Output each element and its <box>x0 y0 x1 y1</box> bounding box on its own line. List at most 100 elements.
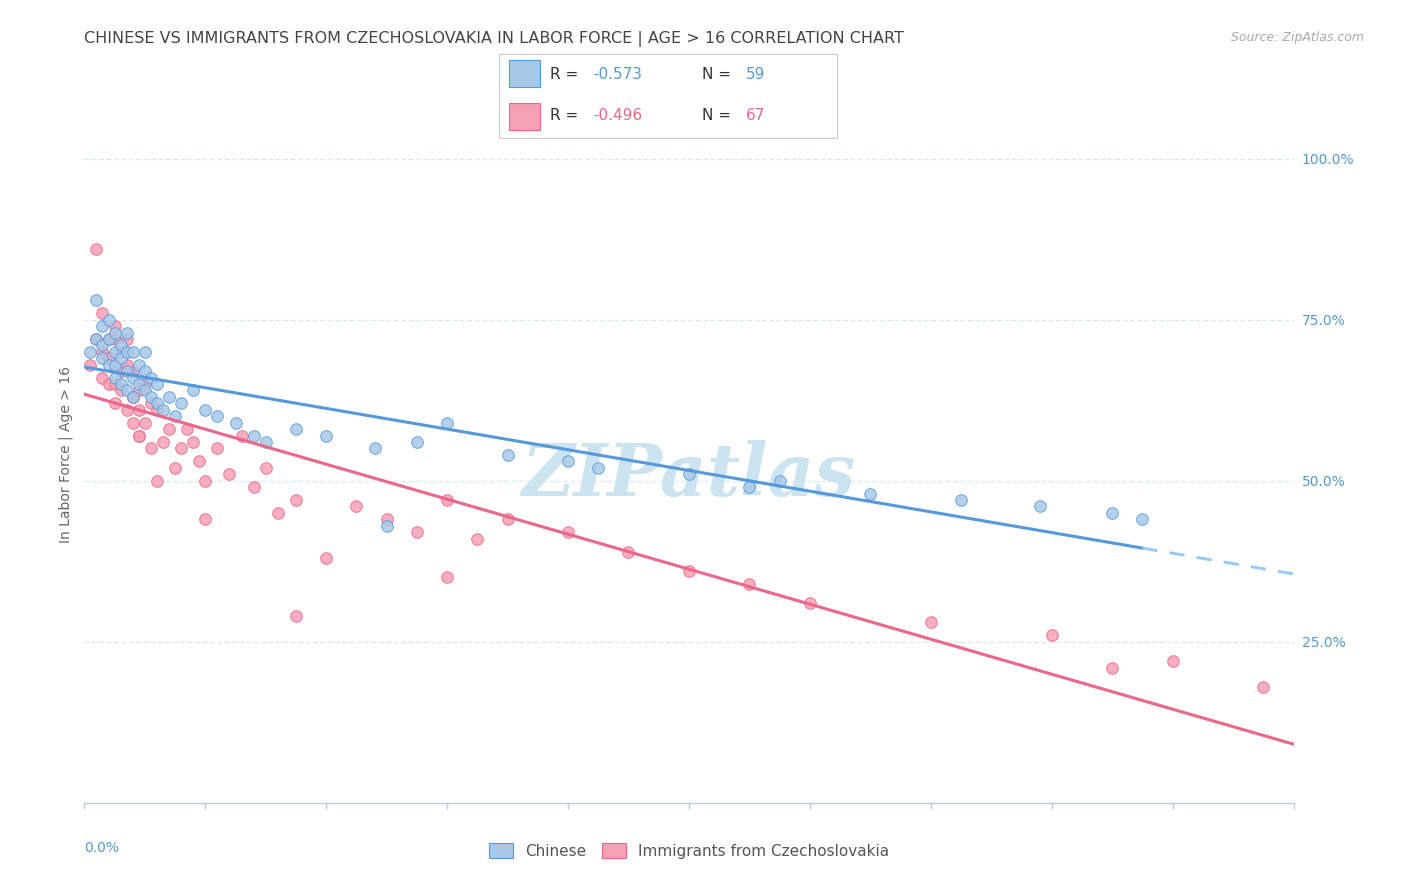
Point <box>207 409 229 424</box>
Point <box>104 326 127 340</box>
Point <box>86 332 108 346</box>
Point <box>170 396 193 410</box>
Point <box>165 460 187 475</box>
Point <box>128 358 150 372</box>
Point <box>146 474 169 488</box>
Point <box>104 344 127 359</box>
Point <box>194 474 217 488</box>
Text: Source: ZipAtlas.com: Source: ZipAtlas.com <box>1230 31 1364 45</box>
Point <box>1101 660 1123 674</box>
Point <box>134 344 156 359</box>
Point <box>254 435 277 450</box>
Point <box>139 442 162 456</box>
Point <box>104 377 127 392</box>
Point <box>315 551 337 566</box>
Point <box>91 306 114 320</box>
Point <box>121 390 143 404</box>
Point <box>678 564 700 578</box>
Point <box>104 332 127 346</box>
Point <box>91 351 114 366</box>
Point <box>1253 680 1275 694</box>
Text: R =: R = <box>550 108 583 123</box>
Point <box>121 364 143 378</box>
Point <box>128 377 150 392</box>
Point <box>496 512 519 526</box>
Point <box>104 396 127 410</box>
Point <box>110 338 132 352</box>
Point <box>128 384 150 398</box>
Point <box>194 402 217 417</box>
Point <box>165 409 187 424</box>
Point <box>170 442 193 456</box>
Point <box>91 344 114 359</box>
Point <box>146 402 169 417</box>
Point <box>134 416 156 430</box>
Point <box>86 242 108 256</box>
Point <box>152 435 174 450</box>
Point <box>557 454 579 468</box>
FancyBboxPatch shape <box>509 61 540 87</box>
Point <box>157 390 180 404</box>
Point <box>1028 500 1050 514</box>
Point <box>110 364 132 378</box>
Point <box>121 390 143 404</box>
Point <box>218 467 240 482</box>
Point <box>121 416 143 430</box>
Point <box>115 358 138 372</box>
Point <box>406 525 429 540</box>
Point <box>128 402 150 417</box>
Point <box>207 442 229 456</box>
Point <box>176 422 198 436</box>
Point <box>769 474 792 488</box>
Point <box>1040 628 1063 642</box>
Point <box>110 344 132 359</box>
Point <box>115 344 138 359</box>
Point <box>1161 654 1184 668</box>
Point <box>1101 506 1123 520</box>
Point <box>128 428 150 442</box>
Point <box>86 332 108 346</box>
Point <box>225 416 247 430</box>
Point <box>738 576 761 591</box>
Text: -0.496: -0.496 <box>593 108 643 123</box>
Point <box>121 370 143 384</box>
Point <box>242 428 264 442</box>
Text: N =: N = <box>702 67 735 82</box>
Point <box>91 319 114 334</box>
Y-axis label: In Labor Force | Age > 16: In Labor Force | Age > 16 <box>59 367 73 543</box>
Point <box>267 506 290 520</box>
Point <box>231 428 253 442</box>
Point <box>97 358 120 372</box>
Point <box>139 390 162 404</box>
FancyBboxPatch shape <box>509 103 540 130</box>
Point <box>115 384 138 398</box>
Point <box>104 370 127 384</box>
Point <box>254 460 277 475</box>
Point <box>375 512 398 526</box>
Point <box>157 422 180 436</box>
Point <box>91 370 114 384</box>
Point <box>110 384 132 398</box>
Point <box>406 435 429 450</box>
Point <box>588 460 610 475</box>
Point <box>115 332 138 346</box>
Point <box>436 570 458 584</box>
Text: 0.0%: 0.0% <box>84 841 120 855</box>
Point <box>467 532 489 546</box>
Point <box>79 344 101 359</box>
Point <box>128 428 150 442</box>
Point <box>194 512 217 526</box>
Point <box>920 615 942 630</box>
Text: ZIPatlas: ZIPatlas <box>522 441 856 511</box>
Point <box>859 486 882 500</box>
Point <box>121 390 143 404</box>
Text: 59: 59 <box>745 67 765 82</box>
Point <box>115 402 138 417</box>
Point <box>121 344 143 359</box>
Point <box>950 493 973 508</box>
Point <box>134 377 156 392</box>
Point <box>97 332 120 346</box>
Legend: Chinese, Immigrants from Czechoslovakia: Chinese, Immigrants from Czechoslovakia <box>482 837 896 864</box>
Text: N =: N = <box>702 108 735 123</box>
Point <box>146 377 169 392</box>
